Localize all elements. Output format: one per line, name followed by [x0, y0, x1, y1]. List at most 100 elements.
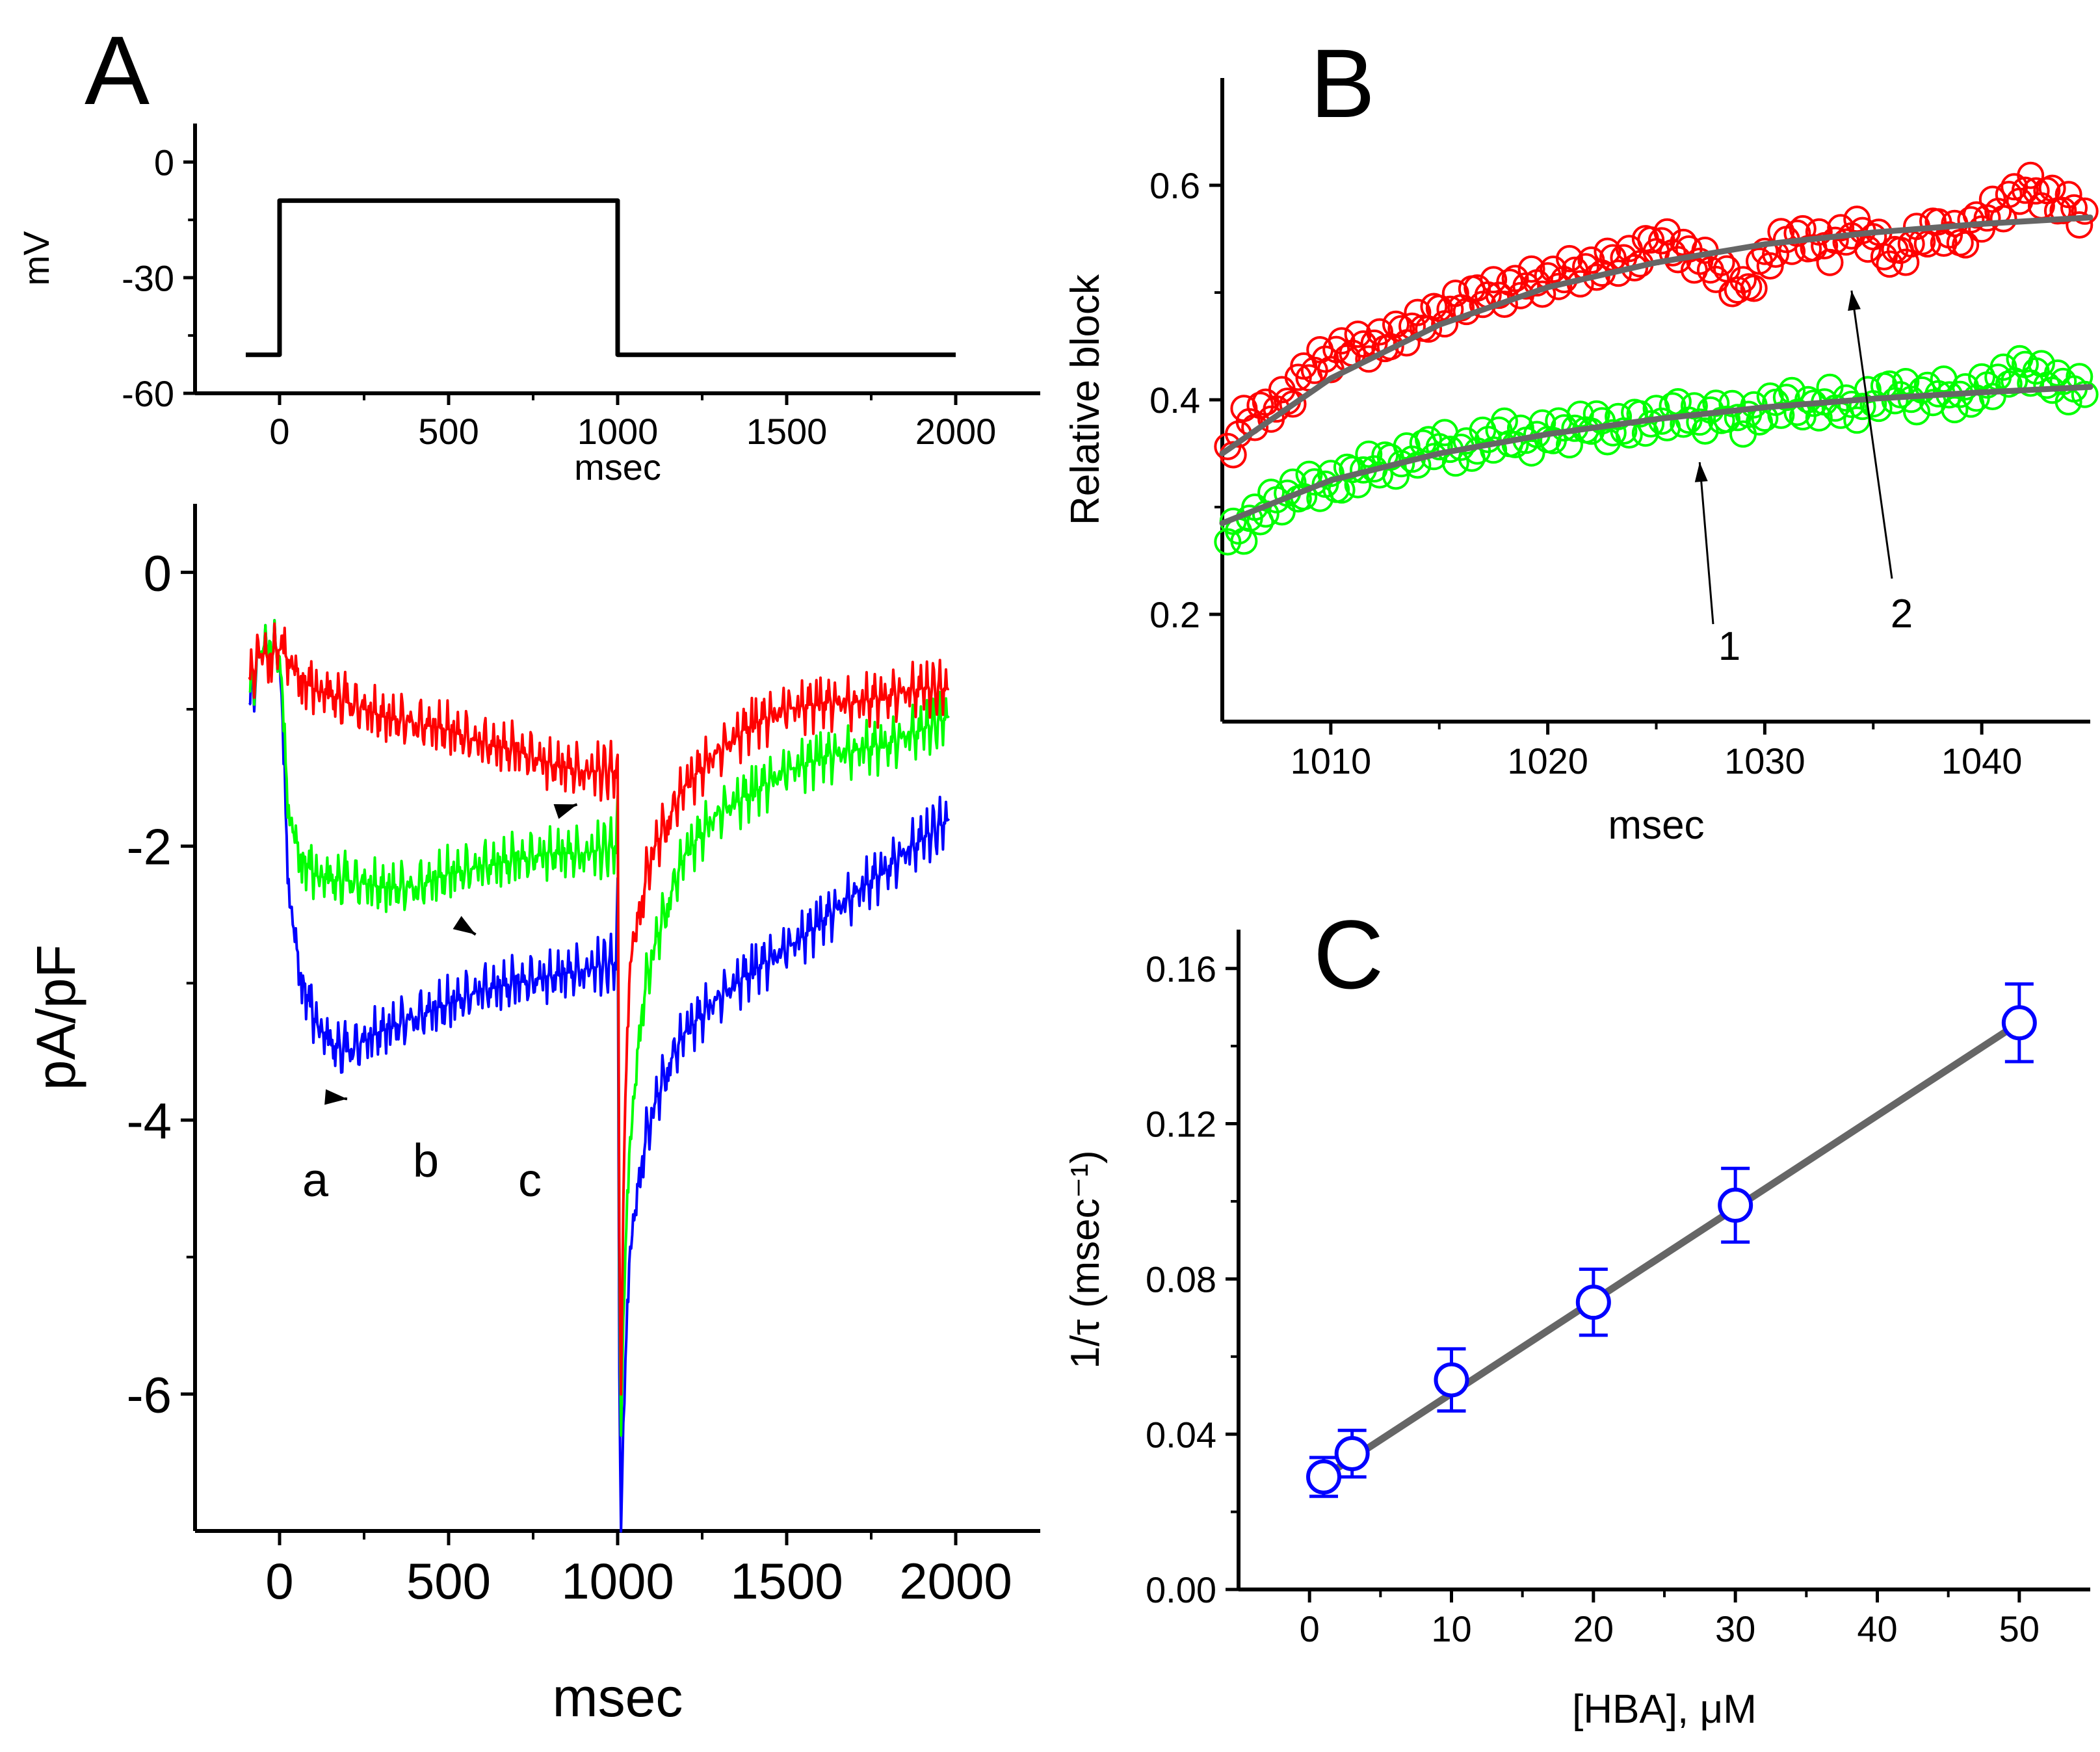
data-point-series-2	[1431, 310, 1459, 338]
annotation-arrowhead-1	[1694, 462, 1708, 482]
x-tick-label: 40	[1857, 1608, 1897, 1649]
fit-curve-1	[1219, 384, 2093, 527]
data-point-series-1	[1664, 388, 1692, 415]
x-tick-label: 50	[1999, 1608, 2040, 1649]
rate-vs-concentration-chart: 0 10 20 30 40 50 0.00 0.04 0.08 0.12 0.16 [HBA], μM…	[1063, 930, 2090, 1732]
data-point-series-2	[2027, 192, 2055, 220]
y-tick-label: -30	[122, 257, 174, 298]
data-point-series-2	[1393, 329, 1421, 357]
trace-c	[248, 622, 950, 1396]
data-point-series-2	[2022, 177, 2050, 205]
data-point-series-2	[2066, 211, 2093, 239]
y-tick-label: 0.2	[1149, 594, 1200, 635]
annotation-arrowhead-c	[553, 804, 577, 819]
data-point-series-2	[1962, 201, 1990, 229]
data-point-series-1	[1767, 401, 1795, 429]
annotation-arrow-1	[1698, 462, 1714, 625]
data-point-series-2	[1876, 250, 1904, 278]
annotation-arrowhead-b	[453, 915, 476, 935]
data-point-series-2	[2049, 196, 2077, 224]
data-point-series-2	[1594, 237, 1621, 265]
y-tick-label: -2	[127, 818, 172, 876]
data-point-series-2	[2017, 161, 2045, 189]
data-point-series-1	[1995, 370, 2023, 398]
y-tick-label: 0.00	[1146, 1569, 1216, 1610]
x-tick-label: 1500	[746, 411, 828, 452]
x-tick-label: 1010	[1291, 740, 1372, 781]
data-point-series-2	[1425, 294, 1453, 322]
y-axis-title: mV	[16, 231, 57, 286]
data-point-series-2	[1718, 280, 1746, 307]
x-tick-label: 0	[1300, 1608, 1320, 1649]
annotation-label-c: c	[518, 1155, 542, 1207]
data-point-series-2	[2071, 197, 2099, 225]
annotation-label-2: 2	[1891, 592, 1913, 636]
y-axis-title: pA/pF	[25, 945, 86, 1090]
data-point-series-2	[1952, 231, 1980, 259]
y-tick-label: 0.6	[1149, 165, 1200, 206]
y-tick-label: 0	[154, 142, 174, 183]
relative-block-chart: 1010 1020 1030 1040 0.2 0.4 0.6 msec Relative bl…	[1063, 78, 2099, 848]
y-tick-label: -60	[122, 373, 174, 414]
data-point-series-1	[1556, 431, 1583, 459]
data-point-series-1	[1425, 433, 1453, 461]
x-tick-label: 1030	[1724, 740, 1805, 781]
annotation-arrow-2	[1850, 290, 1893, 579]
x-tick-label: 0	[269, 411, 289, 452]
y-tick-label: 0.04	[1146, 1414, 1216, 1455]
data-point	[1306, 1459, 1341, 1495]
data-point-series-2	[1517, 255, 1545, 283]
x-tick-label: 1020	[1507, 740, 1588, 781]
data-point-series-2	[1892, 248, 1920, 276]
data-point-series-2	[1740, 274, 1768, 302]
x-tick-label: 500	[406, 1552, 491, 1610]
data-point-series-2	[1816, 248, 1844, 276]
x-axis-title: msec	[1608, 803, 1704, 848]
data-point-series-1	[1903, 398, 1930, 426]
data-point-series-1	[1355, 440, 1383, 468]
x-axis-title: [HBA], μM	[1572, 1687, 1757, 1732]
data-point-series-1	[2043, 359, 2071, 387]
data-point-series-1	[1848, 393, 1876, 421]
y-tick-label: -4	[127, 1092, 172, 1149]
x-tick-label: 30	[1715, 1608, 1755, 1649]
annotation-arrowhead-2	[1848, 291, 1861, 311]
data-point	[1575, 1285, 1611, 1320]
data-point-series-1	[2022, 357, 2050, 385]
y-tick-label: 0.16	[1146, 948, 1216, 989]
data-point-series-1	[1713, 405, 1740, 433]
x-axis-title: msec	[574, 447, 661, 488]
data-point-series-2	[1279, 390, 1307, 418]
trace-b	[248, 619, 950, 1437]
data-point-series-1	[1680, 392, 1708, 420]
x-tick-label: 1000	[577, 411, 659, 452]
x-tick-label: 500	[418, 411, 479, 452]
y-axis-title: Relative block	[1063, 274, 1108, 525]
data-point-series-2	[1751, 237, 1779, 265]
data-point-series-1	[1989, 353, 2017, 381]
y-tick-label: 0.12	[1146, 1104, 1216, 1145]
data-point	[2001, 1005, 2037, 1041]
panel-label-b: B	[1310, 29, 1375, 138]
annotation-label-a: a	[302, 1155, 329, 1207]
data-point-series-1	[2027, 350, 2055, 378]
panel-label-c: C	[1313, 900, 1384, 1009]
data-point-series-1	[1214, 528, 1242, 556]
x-tick-label: 20	[1573, 1608, 1614, 1649]
data-point-series-2	[1659, 239, 1687, 267]
y-tick-label: 0	[144, 544, 172, 601]
x-tick-label: 10	[1431, 1608, 1471, 1649]
data-point-series-1	[1517, 439, 1545, 467]
data-point-series-1	[2071, 380, 2099, 408]
data-point-series-1	[1480, 436, 1508, 464]
data-point-series-2	[1805, 218, 1833, 246]
data-point	[1718, 1187, 1753, 1223]
x-tick-label: 1000	[561, 1552, 674, 1610]
data-point-series-2	[1246, 391, 1274, 419]
data-point-series-1	[1490, 407, 1518, 435]
fit-curve-2	[1219, 215, 2093, 456]
x-tick-label: 1500	[730, 1552, 843, 1610]
data-point	[1434, 1362, 1469, 1398]
current-traces-chart: 0 500 1000 1500 2000 0 -2 -4 -6 msec pA/pF a b c	[25, 504, 1040, 1728]
